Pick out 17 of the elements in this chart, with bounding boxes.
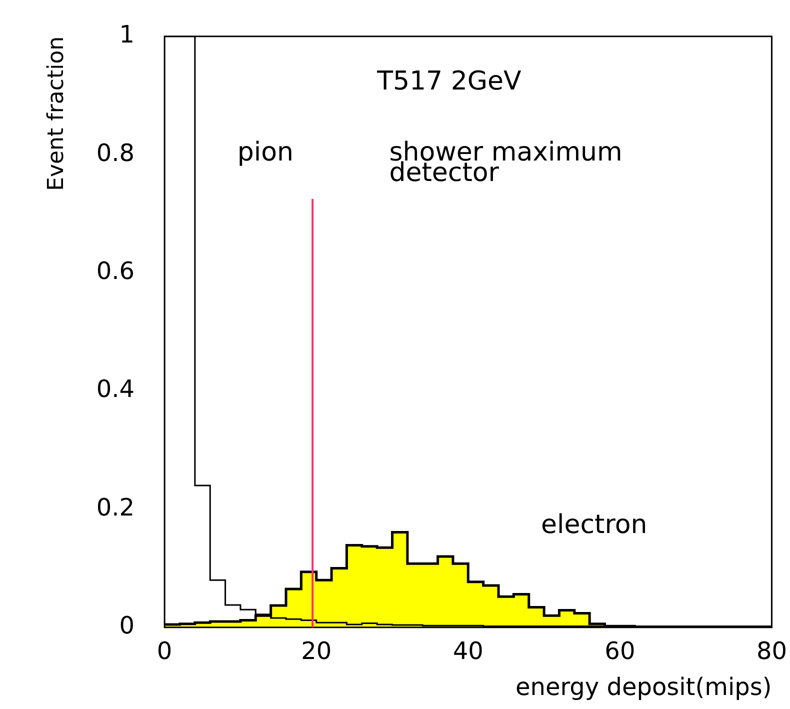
x-tick-label: 20 xyxy=(301,637,332,666)
x-axis-title: energy deposit(mips) xyxy=(515,672,772,701)
text: electron xyxy=(541,510,648,540)
series-label: pion xyxy=(237,138,294,168)
y-tick-label: 1 xyxy=(119,20,135,49)
x-tick-label: 80 xyxy=(756,637,788,666)
annotation: T517 2GeV xyxy=(376,66,522,97)
y-tick-label: 0.8 xyxy=(96,138,135,167)
y-tick-label: 0 xyxy=(119,612,135,640)
y-axis-title: Event fraction xyxy=(44,36,69,191)
x-tick-label: 0 xyxy=(156,637,172,666)
y-tick-label: 0.6 xyxy=(96,257,135,286)
x-tick-label: 40 xyxy=(452,637,484,666)
y-tick-label: 0.4 xyxy=(96,375,135,404)
annotation: shower maximum detector xyxy=(389,138,622,188)
y-tick-label: 0.2 xyxy=(96,493,135,522)
x-tick-label: 60 xyxy=(604,637,636,666)
